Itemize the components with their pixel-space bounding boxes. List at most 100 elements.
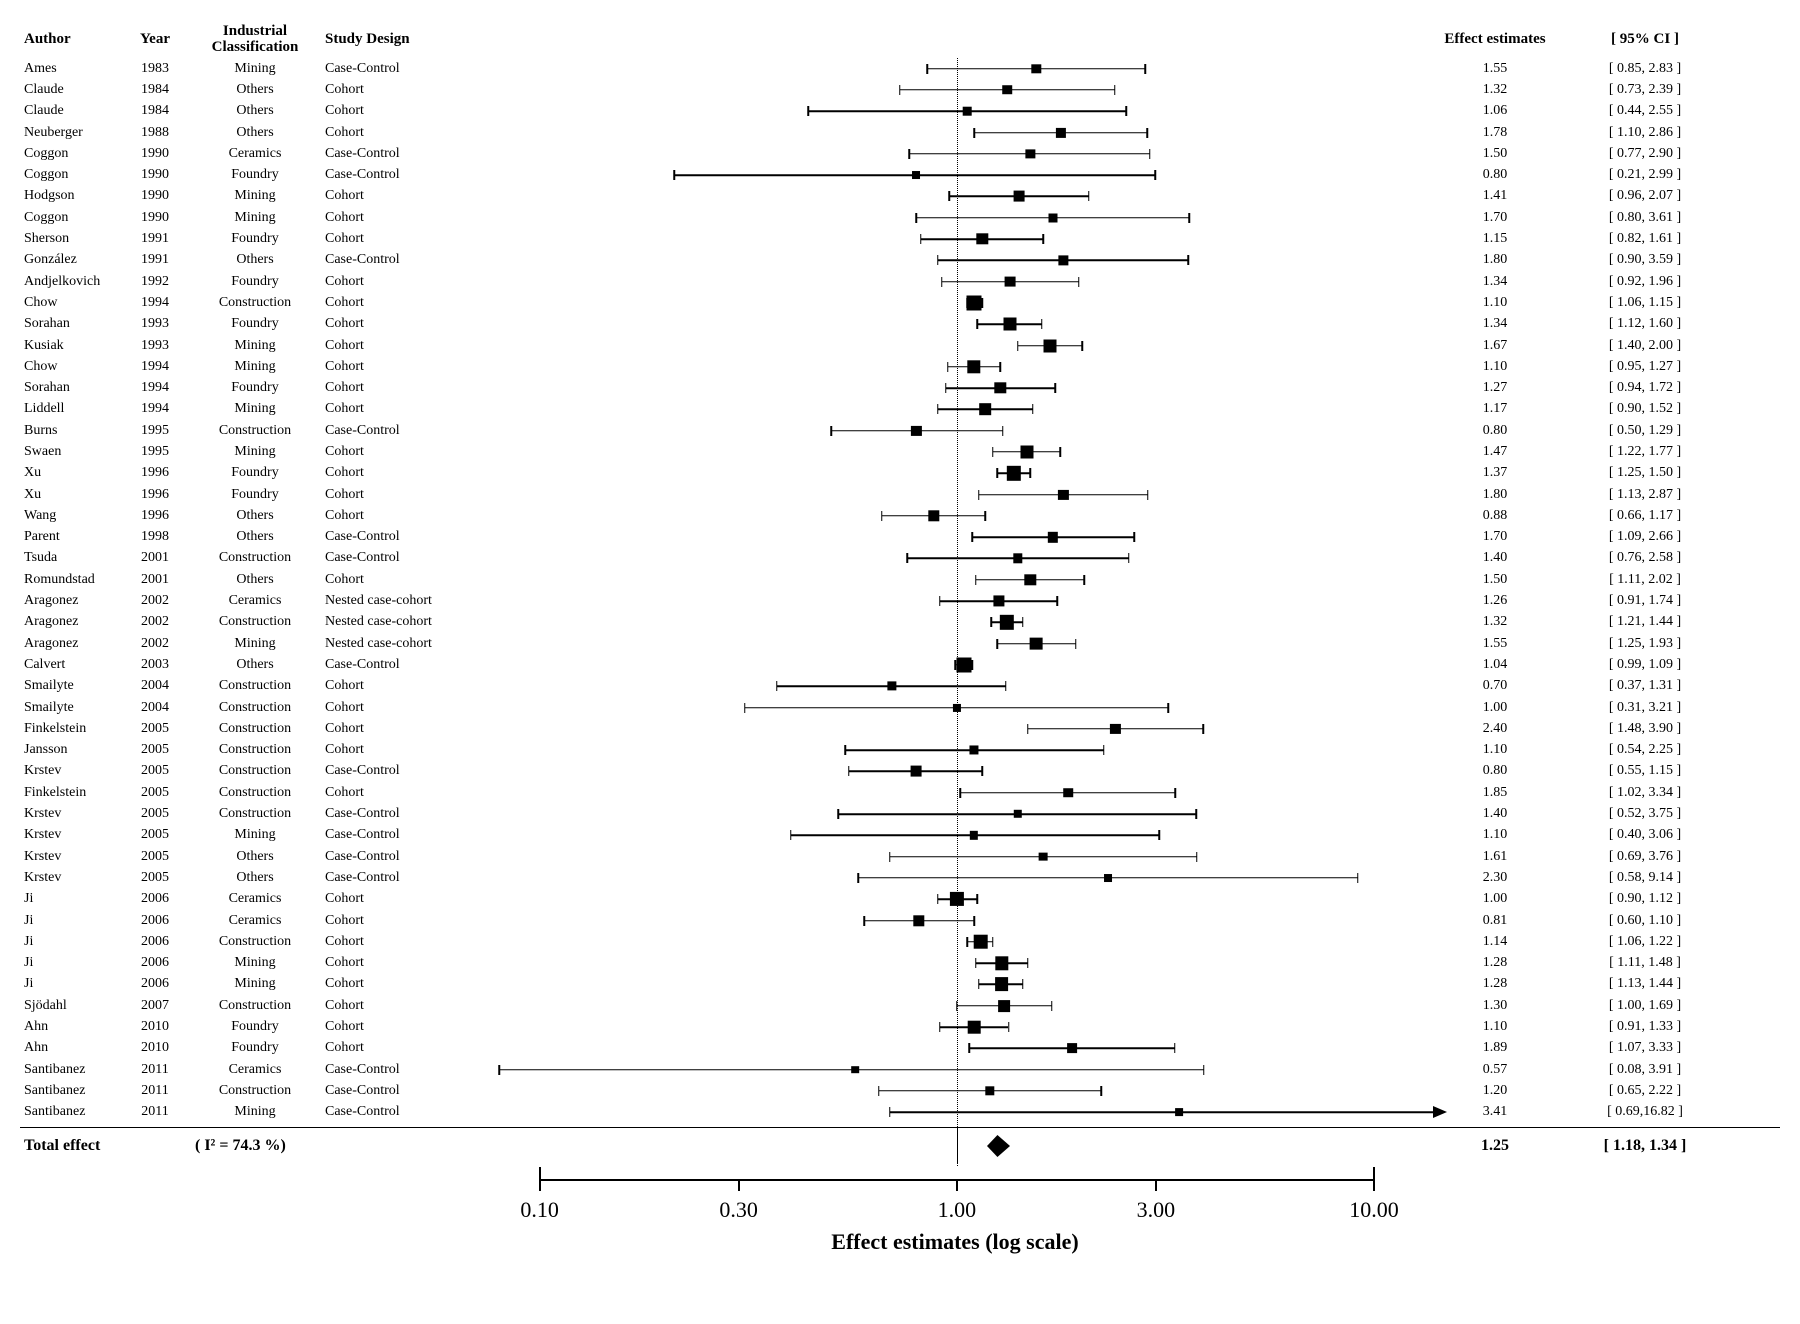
cell-year: 2005 [115, 763, 195, 779]
cell-ci: [ 0.96, 2.07 ] [1555, 188, 1735, 204]
cell-estimate: 1.10 [1435, 827, 1555, 843]
point-estimate-marker [851, 1066, 859, 1074]
cell-plot [475, 186, 1435, 207]
cell-design: Cohort [315, 231, 475, 247]
ci-cap-left [956, 1001, 958, 1011]
study-row: Calvert2003OthersCase-Control1.04[ 0.99,… [20, 654, 1780, 675]
study-row: Ahn2010FoundryCohort1.89[ 1.07, 3.33 ] [20, 1038, 1780, 1059]
cell-author: Aragonez [20, 593, 115, 609]
point-estimate-marker [1007, 466, 1021, 480]
cell-design: Nested case-cohort [315, 636, 475, 652]
point-estimate-marker [995, 956, 1008, 969]
point-estimate-marker [973, 935, 988, 950]
cell-industrial: Construction [195, 934, 315, 950]
cell-ci: [ 1.13, 2.87 ] [1555, 487, 1735, 503]
cell-industrial: Ceramics [195, 913, 315, 929]
cell-ci: [ 1.25, 1.50 ] [1555, 465, 1735, 481]
cell-author: Claude [20, 82, 115, 98]
cell-design: Cohort [315, 998, 475, 1014]
ci-cap-left [889, 1107, 891, 1117]
cell-ci: [ 0.90, 3.59 ] [1555, 252, 1735, 268]
cell-ci: [ 0.69,16.82 ] [1555, 1104, 1735, 1120]
cell-ci: [ 1.21, 1.44 ] [1555, 614, 1735, 630]
cell-ci: [ 1.02, 3.34 ] [1555, 785, 1735, 801]
cell-estimate: 1.40 [1435, 550, 1555, 566]
cell-plot [475, 527, 1435, 548]
cell-author: Santibanez [20, 1083, 115, 1099]
cell-estimate: 1.32 [1435, 82, 1555, 98]
cell-industrial: Construction [195, 785, 315, 801]
cell-design: Case-Control [315, 1062, 475, 1078]
cell-industrial: Foundry [195, 167, 315, 183]
ci-cap-right [1126, 106, 1128, 116]
cell-estimate: 1.10 [1435, 1019, 1555, 1035]
ci-cap-right [1060, 447, 1062, 457]
cell-author: Chow [20, 359, 115, 375]
cell-author: Ji [20, 955, 115, 971]
cell-year: 2010 [115, 1040, 195, 1056]
cell-year: 2005 [115, 806, 195, 822]
cell-estimate: 1.80 [1435, 487, 1555, 503]
ci-cap-right [1022, 979, 1024, 989]
point-estimate-marker [1048, 213, 1057, 222]
point-estimate-marker [911, 426, 921, 436]
cell-design: Cohort [315, 1019, 475, 1035]
cell-ci: [ 0.80, 3.61 ] [1555, 210, 1735, 226]
cell-estimate: 1.10 [1435, 295, 1555, 311]
cell-estimate: 1.78 [1435, 125, 1555, 141]
cell-year: 2011 [115, 1062, 195, 1078]
cell-design: Case-Control [315, 550, 475, 566]
ci-cap-right [1002, 426, 1004, 436]
cell-ci: [ 1.10, 2.86 ] [1555, 125, 1735, 141]
cell-design: Cohort [315, 295, 475, 311]
cell-year: 2005 [115, 785, 195, 801]
cell-industrial: Foundry [195, 487, 315, 503]
cell-year: 2006 [115, 976, 195, 992]
cell-design: Cohort [315, 125, 475, 141]
point-estimate-marker [976, 233, 987, 244]
point-estimate-marker [1002, 85, 1012, 95]
cell-plot [475, 633, 1435, 654]
ci-cap-right [1159, 830, 1161, 840]
ci-cap-left [937, 894, 939, 904]
cell-estimate: 0.88 [1435, 508, 1555, 524]
cell-author: Neuberger [20, 125, 115, 141]
cell-ci: [ 0.85, 2.83 ] [1555, 61, 1735, 77]
cell-author: Ahn [20, 1019, 115, 1035]
point-estimate-marker [979, 404, 991, 416]
cell-plot [475, 58, 1435, 79]
point-estimate-marker [993, 595, 1004, 606]
ci-cap-left [498, 1065, 500, 1075]
ci-arrow-right-icon [1433, 1106, 1447, 1118]
point-estimate-marker [911, 766, 922, 777]
axis-tick-label: 0.30 [719, 1197, 758, 1223]
point-estimate-marker [1020, 445, 1033, 458]
cell-author: Coggon [20, 210, 115, 226]
cell-year: 1991 [115, 231, 195, 247]
study-row: Finkelstein2005ConstructionCohort1.85[ 1… [20, 782, 1780, 803]
cell-ci: [ 0.52, 3.75 ] [1555, 806, 1735, 822]
study-row: Santibanez2011ConstructionCase-Control1.… [20, 1080, 1780, 1101]
cell-estimate: 1.32 [1435, 614, 1555, 630]
cell-plot [475, 505, 1435, 526]
cell-estimate: 1.10 [1435, 359, 1555, 375]
cell-plot [475, 761, 1435, 782]
cell-plot [475, 271, 1435, 292]
cell-design: Case-Control [315, 423, 475, 439]
cell-plot [475, 995, 1435, 1016]
study-row: Hodgson1990MiningCohort1.41[ 0.96, 2.07 … [20, 186, 1780, 207]
cell-estimate: 1.40 [1435, 806, 1555, 822]
point-estimate-marker [967, 295, 982, 310]
cell-estimate: 1.06 [1435, 103, 1555, 119]
ci-cap-right [1189, 213, 1191, 223]
cell-plot [475, 228, 1435, 249]
cell-industrial: Others [195, 849, 315, 865]
cell-plot [475, 441, 1435, 462]
cell-plot [475, 314, 1435, 335]
point-estimate-marker [1048, 532, 1058, 542]
study-row: González1991OthersCase-Control1.80[ 0.90… [20, 250, 1780, 271]
ci-cap-right [1203, 724, 1205, 734]
cell-industrial: Construction [195, 763, 315, 779]
cell-design: Cohort [315, 572, 475, 588]
cell-plot [475, 399, 1435, 420]
